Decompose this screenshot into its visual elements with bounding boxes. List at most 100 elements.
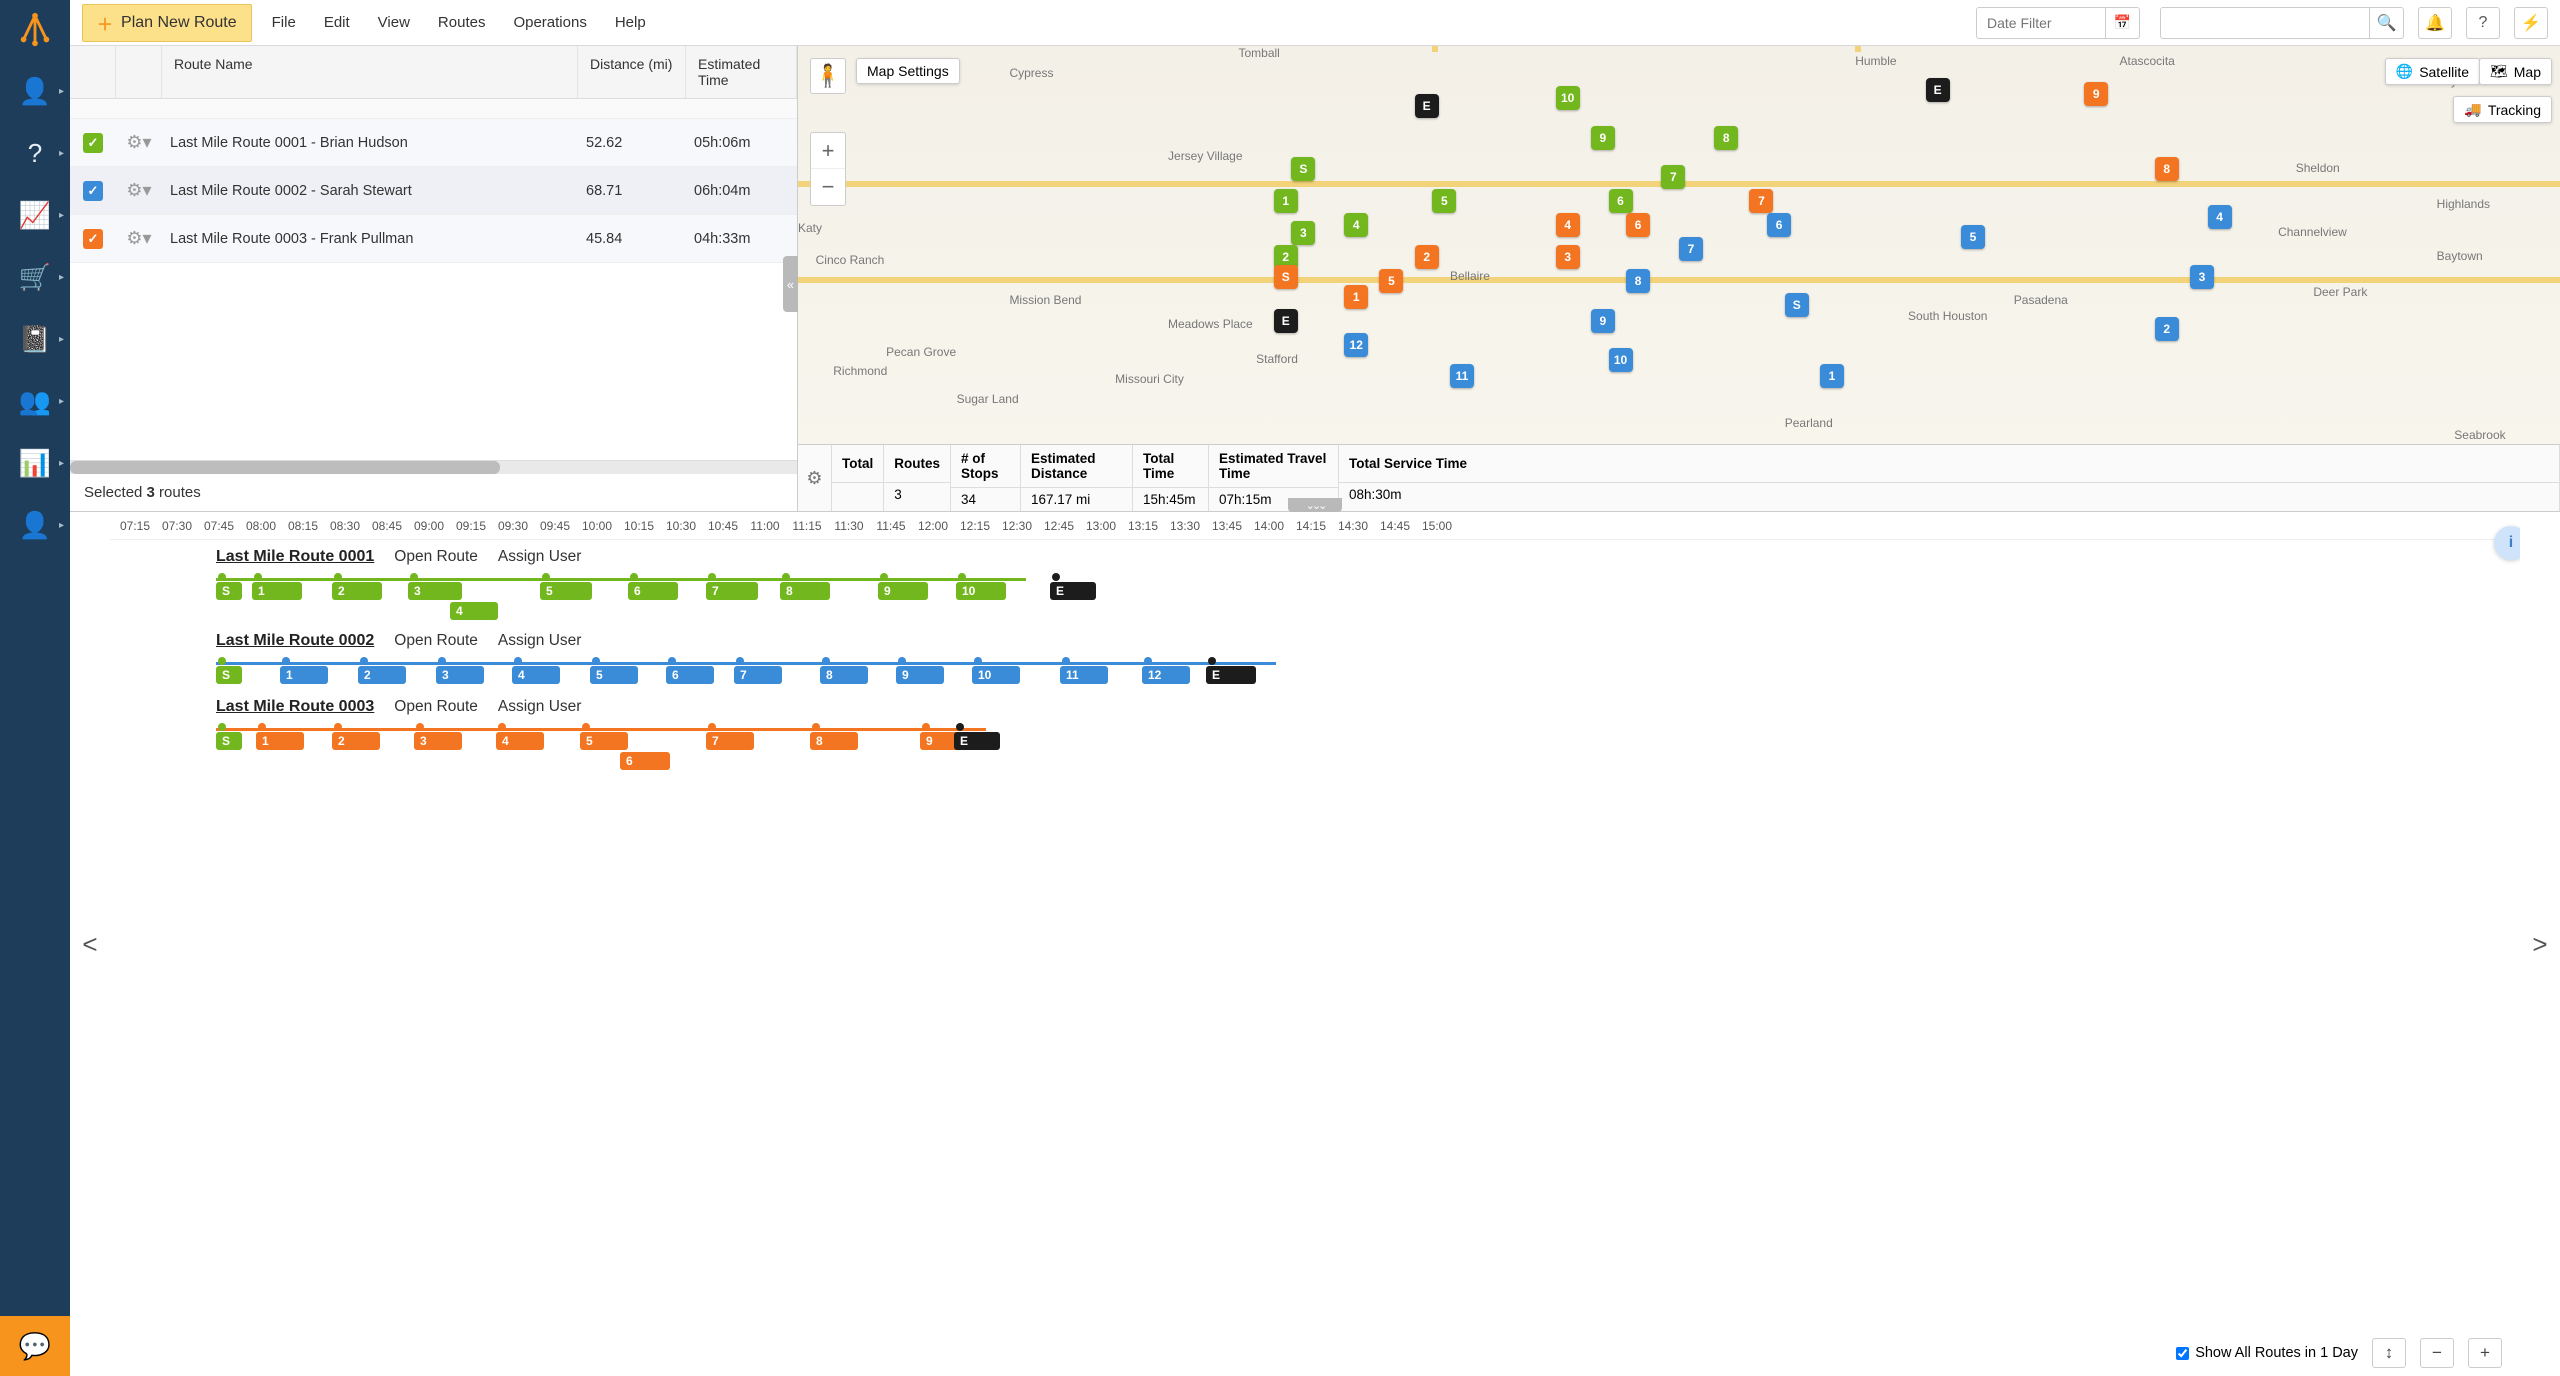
map-stop-marker[interactable]: 1: [1820, 364, 1844, 388]
analytics-icon[interactable]: 📈: [0, 184, 70, 246]
search-input[interactable]: [2160, 7, 2370, 39]
map-stop-marker[interactable]: 7: [1679, 237, 1703, 261]
map-stop-marker[interactable]: S: [1291, 157, 1315, 181]
map-stop-marker[interactable]: 3: [2190, 265, 2214, 289]
timeline-stop[interactable]: 4: [496, 732, 544, 750]
map-canvas[interactable]: CypressHumbleAtascocitaCrosbyJersey Vill…: [798, 46, 2560, 444]
map-stop-marker[interactable]: 7: [1661, 165, 1685, 189]
map-stop-marker[interactable]: S: [1785, 293, 1809, 317]
map-settings-button[interactable]: Map Settings: [856, 58, 960, 84]
timeline-zoom-in-button[interactable]: +: [2468, 1338, 2502, 1368]
team-icon[interactable]: 👥: [0, 370, 70, 432]
map-stop-marker[interactable]: 10: [1556, 86, 1580, 110]
timeline-next-button[interactable]: >: [2520, 512, 2560, 1376]
menu-operations[interactable]: Operations: [499, 8, 600, 37]
map-stop-marker[interactable]: 4: [1556, 213, 1580, 237]
cart-icon[interactable]: 🛒: [0, 246, 70, 308]
tracking-button[interactable]: 🚚Tracking: [2453, 96, 2552, 123]
table-row[interactable]: ✓ ⚙▾ Last Mile Route 0001 - Brian Hudson…: [70, 119, 797, 167]
map-stop-marker[interactable]: 2: [1415, 245, 1439, 269]
zoom-in-button[interactable]: +: [811, 133, 845, 169]
map-stop-marker[interactable]: 6: [1609, 189, 1633, 213]
timeline-route-title[interactable]: Last Mile Route 0002: [216, 632, 374, 650]
map-stop-marker[interactable]: 3: [1291, 221, 1315, 245]
date-filter-input[interactable]: [1976, 7, 2106, 39]
map-stop-marker[interactable]: 4: [1344, 213, 1368, 237]
help-icon[interactable]: ?: [0, 122, 70, 184]
timeline-stop[interactable]: 7: [706, 732, 754, 750]
timeline-stop[interactable]: 9: [896, 666, 944, 684]
map-stop-marker[interactable]: E: [1926, 78, 1950, 102]
map-stop-marker[interactable]: 1: [1274, 189, 1298, 213]
menu-edit[interactable]: Edit: [310, 8, 364, 37]
timeline-zoom-out-button[interactable]: −: [2420, 1338, 2454, 1368]
timeline-stop[interactable]: 10: [956, 582, 1006, 600]
map-stop-marker[interactable]: 8: [2155, 157, 2179, 181]
timeline-stop[interactable]: 6: [628, 582, 678, 600]
timeline-stop[interactable]: 8: [810, 732, 858, 750]
show-all-checkbox[interactable]: [2176, 1347, 2189, 1360]
map-stop-marker[interactable]: 4: [2208, 205, 2232, 229]
map-stop-marker[interactable]: 5: [1961, 225, 1985, 249]
open-route-link[interactable]: Open Route: [394, 632, 478, 650]
map-stop-marker[interactable]: 3: [1556, 245, 1580, 269]
map-toggle[interactable]: 🗺Map: [2479, 58, 2552, 85]
pegman-icon[interactable]: 🧍: [810, 58, 846, 94]
bell-icon[interactable]: 🔔: [2418, 7, 2452, 39]
col-distance[interactable]: Distance (mi): [578, 46, 686, 98]
table-row[interactable]: ✓ ⚙▾ Last Mile Route 0003 - Frank Pullma…: [70, 215, 797, 263]
calendar-icon[interactable]: 📅: [2106, 7, 2140, 39]
timeline-fit-button[interactable]: ↕: [2372, 1338, 2406, 1368]
row-gear-icon[interactable]: ⚙▾: [116, 132, 162, 153]
timeline-route-title[interactable]: Last Mile Route 0003: [216, 698, 374, 716]
map-stop-marker[interactable]: 9: [2084, 82, 2108, 106]
map-stop-marker[interactable]: 1: [1344, 285, 1368, 309]
row-gear-icon[interactable]: ⚙▾: [116, 180, 162, 201]
plan-new-route-button[interactable]: ＋Plan New Route: [82, 4, 252, 42]
collapse-left-handle[interactable]: «: [783, 256, 798, 312]
map-stop-marker[interactable]: 2: [2155, 317, 2179, 341]
summary-gear-icon[interactable]: ⚙: [798, 445, 832, 511]
help-toolbar-icon[interactable]: ?: [2466, 7, 2500, 39]
route-checkbox[interactable]: ✓: [83, 229, 103, 249]
timeline-stop[interactable]: 5: [540, 582, 592, 600]
collapse-down-handle[interactable]: ⌄⌄⌄: [1288, 498, 1342, 512]
timeline-stop[interactable]: 8: [820, 666, 868, 684]
timeline-stop[interactable]: 9: [878, 582, 928, 600]
timeline-stop[interactable]: S: [216, 732, 242, 750]
timeline-stop[interactable]: 11: [1060, 666, 1108, 684]
timeline-stop[interactable]: 3: [408, 582, 462, 600]
timeline-stop[interactable]: E: [1206, 666, 1256, 684]
timeline-stop[interactable]: 3: [436, 666, 484, 684]
assign-user-link[interactable]: Assign User: [498, 548, 582, 566]
timeline-stop[interactable]: E: [1050, 582, 1096, 600]
timeline-stop[interactable]: E: [954, 732, 1000, 750]
add-person-icon[interactable]: 👤: [0, 60, 70, 122]
table-row[interactable]: ✓ ⚙▾ Last Mile Route 0002 - Sarah Stewar…: [70, 167, 797, 215]
menu-view[interactable]: View: [364, 8, 424, 37]
map-stop-marker[interactable]: 6: [1626, 213, 1650, 237]
map-stop-marker[interactable]: E: [1415, 94, 1439, 118]
col-route-name[interactable]: Route Name: [162, 46, 578, 98]
map-stop-marker[interactable]: 8: [1626, 269, 1650, 293]
timeline-stop[interactable]: 6: [666, 666, 714, 684]
search-icon[interactable]: 🔍: [2370, 7, 2404, 39]
timeline-stop[interactable]: 4: [512, 666, 560, 684]
timeline-stop[interactable]: 5: [590, 666, 638, 684]
map-stop-marker[interactable]: 7: [1749, 189, 1773, 213]
menu-file[interactable]: File: [258, 8, 310, 37]
timeline-stop[interactable]: S: [216, 582, 242, 600]
map-stop-marker[interactable]: 9: [1591, 126, 1615, 150]
map-stop-marker[interactable]: 6: [1767, 213, 1791, 237]
timeline-stop[interactable]: 2: [332, 732, 380, 750]
timeline-stop[interactable]: 2: [332, 582, 382, 600]
route-checkbox[interactable]: ✓: [83, 133, 103, 153]
timeline-stop[interactable]: 4: [450, 602, 498, 620]
timeline-stop[interactable]: 1: [256, 732, 304, 750]
map-stop-marker[interactable]: 9: [1591, 309, 1615, 333]
timeline-stop[interactable]: 7: [706, 582, 758, 600]
timeline-stop[interactable]: 6: [620, 752, 670, 770]
timeline-stop[interactable]: 5: [580, 732, 628, 750]
zoom-out-button[interactable]: −: [811, 169, 845, 205]
bolt-icon[interactable]: ⚡: [2514, 7, 2548, 39]
